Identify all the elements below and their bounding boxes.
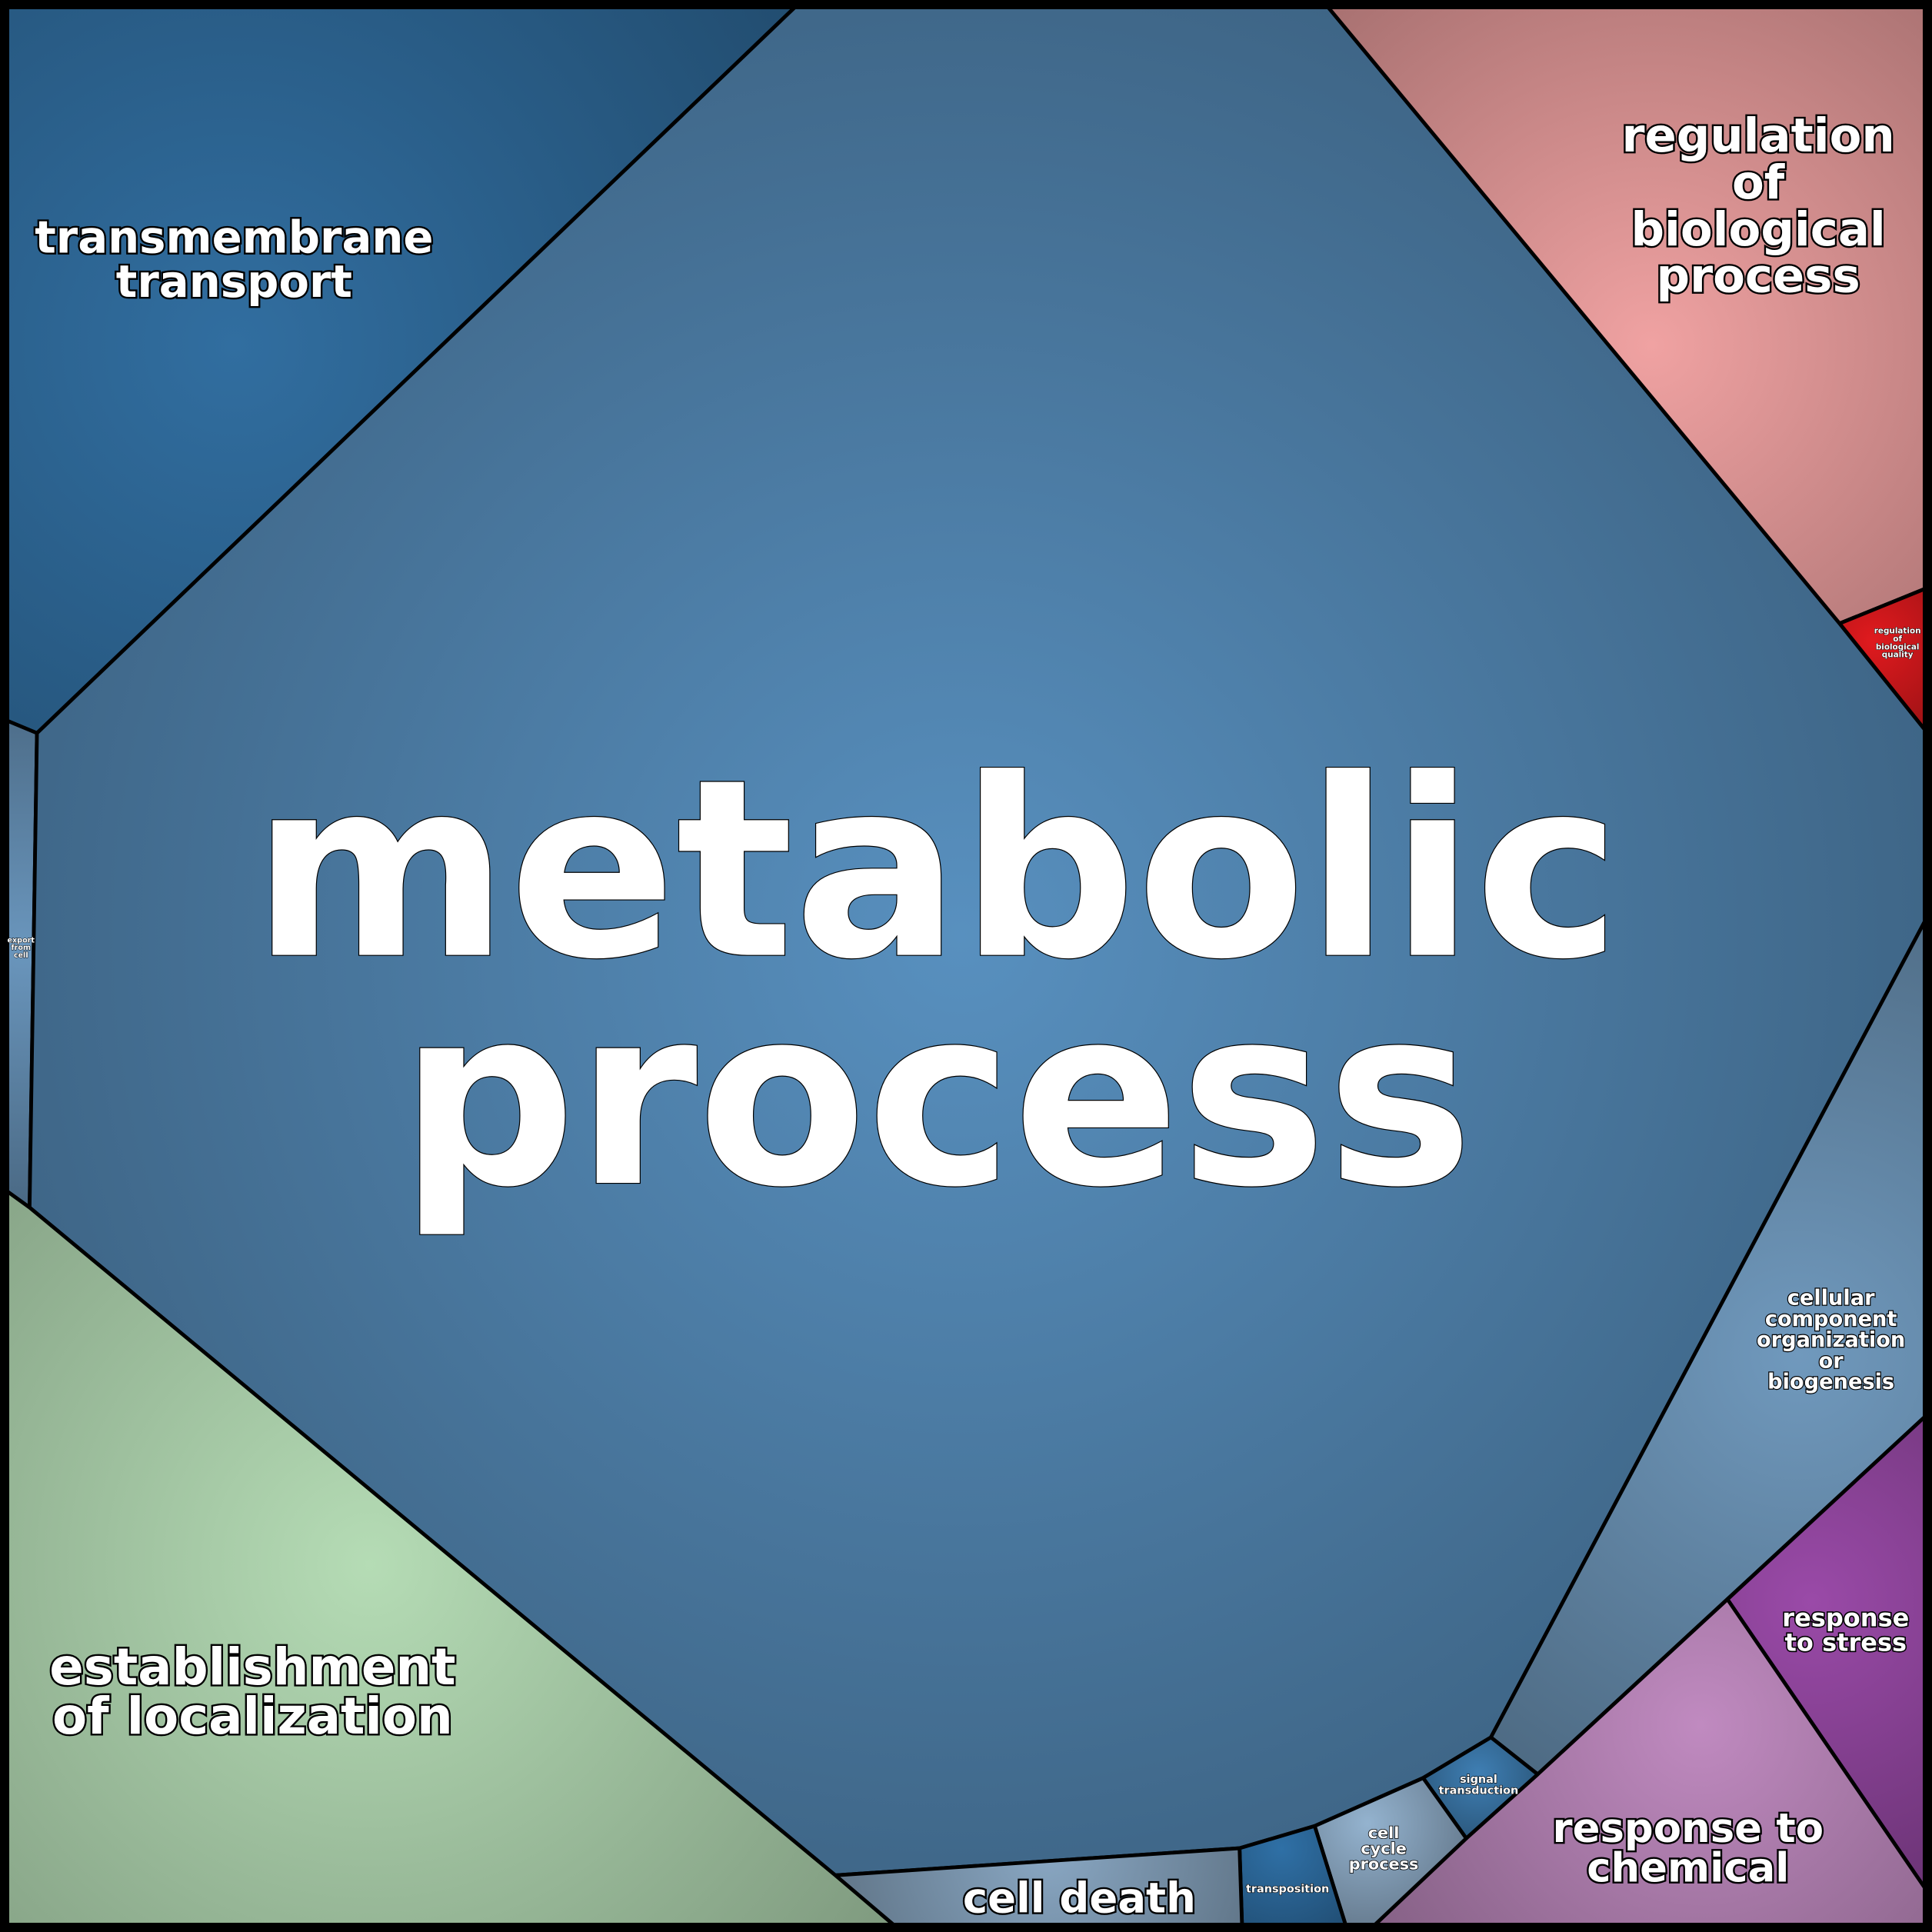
label-line: or [1819, 1349, 1844, 1373]
label-line: cell [1368, 1824, 1400, 1842]
label-line: process [399, 954, 1473, 1241]
label-line: transduction [1439, 1785, 1519, 1797]
label-line: transport [116, 255, 352, 308]
label-line: response [1782, 1604, 1909, 1633]
label-line: biological [1631, 202, 1885, 257]
label-line: chemical [1587, 1844, 1789, 1891]
label-cell-cycle: cell cycle process [1349, 1824, 1419, 1873]
label-line: from [11, 944, 31, 952]
label-line: of localization [52, 1687, 453, 1746]
label-regulation-quality: regulation of biological quality [1874, 626, 1921, 659]
label-line: of [1893, 635, 1902, 644]
label-line: quality [1882, 651, 1914, 660]
label-line: export [7, 937, 35, 945]
label-line: regulation [1874, 626, 1921, 635]
label-line: biogenesis [1767, 1371, 1894, 1394]
label-line: cell [14, 951, 28, 960]
label-response-stress: response to stress [1782, 1604, 1909, 1657]
cell-regulation-quality [1837, 587, 1927, 731]
label-transmembrane: transmembrane transport [35, 211, 433, 308]
label-response-chemical: response to chemical [1553, 1805, 1824, 1891]
label-line: regulation [1622, 108, 1895, 163]
label-transposition: transposition [1246, 1884, 1329, 1896]
label-localization: establishment of localization [49, 1638, 455, 1746]
label-regulation-process: regulation of biological process [1622, 108, 1895, 304]
label-line: cellular [1787, 1287, 1875, 1311]
label-line: establishment [49, 1638, 455, 1697]
label-line: signal [1460, 1774, 1497, 1786]
label-line: of [1732, 155, 1786, 210]
label-line: metabolic [252, 727, 1621, 1014]
label-export: export from cell [7, 937, 35, 960]
label-line: transposition [1246, 1884, 1329, 1896]
label-line: to stress [1785, 1628, 1907, 1657]
label-line: transmembrane [35, 211, 433, 263]
label-line: response to [1553, 1805, 1824, 1852]
label-line: component [1765, 1307, 1897, 1331]
label-cell-death: cell death [963, 1873, 1196, 1922]
label-metabolic: metabolic process [252, 727, 1621, 1241]
cell-localization [5, 1189, 895, 1927]
label-line: organization [1757, 1328, 1905, 1352]
label-line: cell death [963, 1873, 1196, 1922]
label-line: biological [1876, 642, 1920, 651]
label-line: process [1657, 249, 1860, 304]
label-cellular-component: cellular component organization or biogenesi… [1757, 1287, 1905, 1394]
label-signal: signal transduction [1439, 1774, 1519, 1797]
label-line: process [1349, 1854, 1419, 1873]
label-line: cycle [1361, 1839, 1407, 1857]
